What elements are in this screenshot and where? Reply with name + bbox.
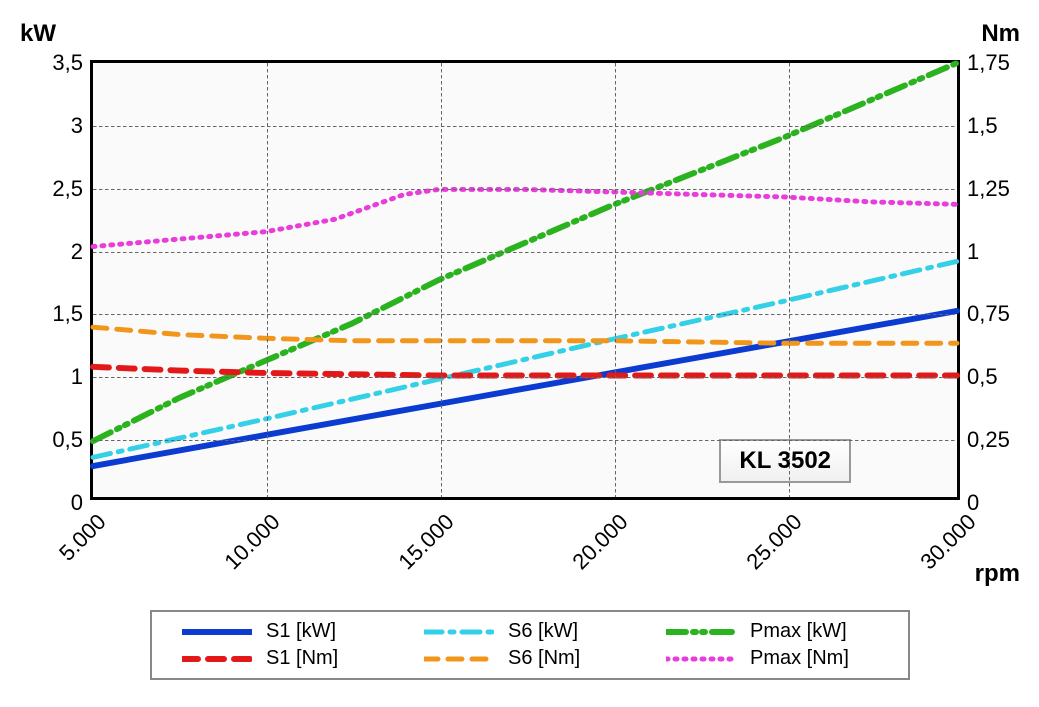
legend-swatch: [666, 649, 736, 669]
model-annotation: KL 3502: [719, 439, 851, 483]
motor-performance-chart: kW Nm KL 3502 000,50,2510,51,50,75212,51…: [20, 20, 1020, 680]
legend-item: S1 [Nm]: [182, 647, 394, 670]
legend-item: Pmax [kW]: [666, 620, 878, 643]
x-tick: 15.000: [393, 509, 459, 575]
y-left-tick: 2,5: [52, 176, 93, 202]
x-tick: 25.000: [741, 509, 807, 575]
gridline-v: [441, 63, 442, 497]
x-tick: 30.000: [915, 509, 981, 575]
legend: S1 [kW] S6 [kW] Pmax [kW] S1 [Nm] S6 [Nm] Pma…: [150, 610, 910, 680]
legend-item: S1 [kW]: [182, 620, 394, 643]
y-right-tick: 1,5: [957, 113, 998, 139]
gridline-h: [93, 189, 957, 190]
gridline-v: [615, 63, 616, 497]
legend-swatch: [182, 622, 252, 642]
gridline-h: [93, 252, 957, 253]
legend-label: S6 [kW]: [508, 620, 578, 643]
legend-label: Pmax [Nm]: [750, 647, 849, 670]
y-left-axis-title: kW: [20, 20, 56, 48]
y-left-tick: 3,5: [52, 50, 93, 76]
gridline-h: [93, 377, 957, 378]
gridline-h: [93, 314, 957, 315]
x-tick: 10.000: [219, 509, 285, 575]
legend-swatch: [424, 649, 494, 669]
legend-swatch: [666, 622, 736, 642]
plot-area: KL 3502 000,50,2510,51,50,75212,51,2531,…: [90, 60, 960, 500]
y-left-tick: 3: [71, 113, 93, 139]
y-right-tick: 1: [957, 239, 979, 265]
y-right-tick: 1,25: [957, 176, 1010, 202]
legend-label: S6 [Nm]: [508, 647, 580, 670]
y-right-tick: 0,5: [957, 364, 998, 390]
legend-label: Pmax [kW]: [750, 620, 847, 643]
series-line: [93, 189, 957, 246]
gridline-v: [789, 63, 790, 497]
y-right-tick: 0,75: [957, 301, 1010, 327]
legend-label: S1 [Nm]: [266, 647, 338, 670]
series-line: [93, 261, 957, 457]
y-right-tick: 0,25: [957, 427, 1010, 453]
legend-label: S1 [kW]: [266, 620, 336, 643]
y-left-tick: 2: [71, 239, 93, 265]
gridline-h: [93, 440, 957, 441]
y-left-tick: 1: [71, 364, 93, 390]
x-axis-title: rpm: [975, 560, 1020, 580]
y-right-tick: 1,75: [957, 50, 1010, 76]
x-tick: 5.000: [54, 509, 111, 566]
legend-item: S6 [Nm]: [424, 647, 636, 670]
gridline-h: [93, 126, 957, 127]
legend-swatch: [182, 649, 252, 669]
legend-swatch: [424, 622, 494, 642]
gridline-v: [267, 63, 268, 497]
chart-lines-svg: [93, 63, 957, 497]
legend-item: S6 [kW]: [424, 620, 636, 643]
y-left-tick: 0,5: [52, 427, 93, 453]
series-line: [93, 367, 957, 376]
y-right-axis-title: Nm: [981, 20, 1020, 48]
y-left-tick: 1,5: [52, 301, 93, 327]
x-tick: 20.000: [567, 509, 633, 575]
legend-item: Pmax [Nm]: [666, 647, 878, 670]
